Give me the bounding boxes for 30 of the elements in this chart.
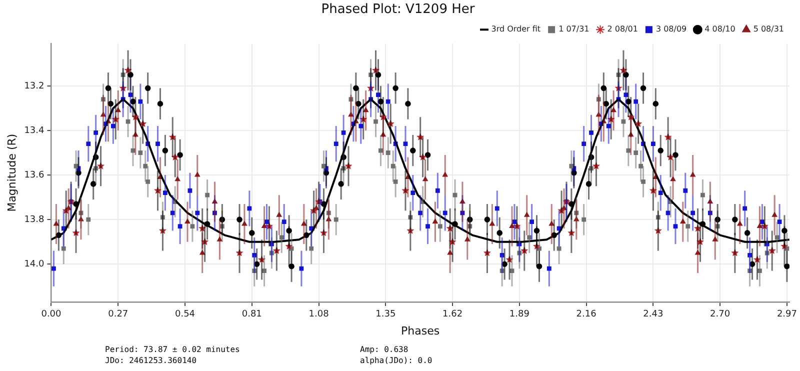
x-tick-label: 1.89 [509,310,530,320]
text: alpha(JDo): 0.0 [360,356,434,367]
x-axis-title: Phases [401,324,440,338]
x-tick-label: 0.27 [108,310,128,320]
y-tick-label: 13.4 [24,126,45,136]
x-tick-label: 2.43 [643,310,664,320]
x-tick-label: 2.70 [710,310,730,320]
text: Amp: 0.638 [360,345,410,356]
legend-label: 2 08/01 [607,24,638,34]
text: JDo: 2461253.360140 [105,356,198,367]
y-tick-label: 14.0 [24,259,45,270]
chart-title: Phased Plot: V1209 Her [321,2,476,18]
x-tick-label: 0.00 [41,310,62,320]
text: Period: 73.87 ± 0.02 minutes [105,345,241,356]
x-tick-label: 2.97 [776,310,797,320]
y-axis-title: Magnitude (R) [5,134,18,212]
legend-label: 3 08/09 [656,24,687,34]
x-tick-label: 1.35 [376,310,396,320]
x-tick-label: 0.81 [242,310,262,320]
legend-label: 3rd Order fit [491,24,541,34]
legend-label: 4 08/10 [704,24,736,34]
y-tick-label: 13.8 [24,214,45,225]
legend-label: 1 07/31 [558,24,590,34]
y-tick-label: 13.6 [24,170,45,180]
x-tick-label: 1.08 [308,310,330,320]
y-tick-label: 13.2 [24,81,44,92]
x-tick-label: 0.54 [174,310,196,320]
x-tick-label: 1.62 [442,310,463,320]
x-tick-label: 2.16 [576,310,597,320]
legend-label: 5 08/31 [753,24,784,34]
